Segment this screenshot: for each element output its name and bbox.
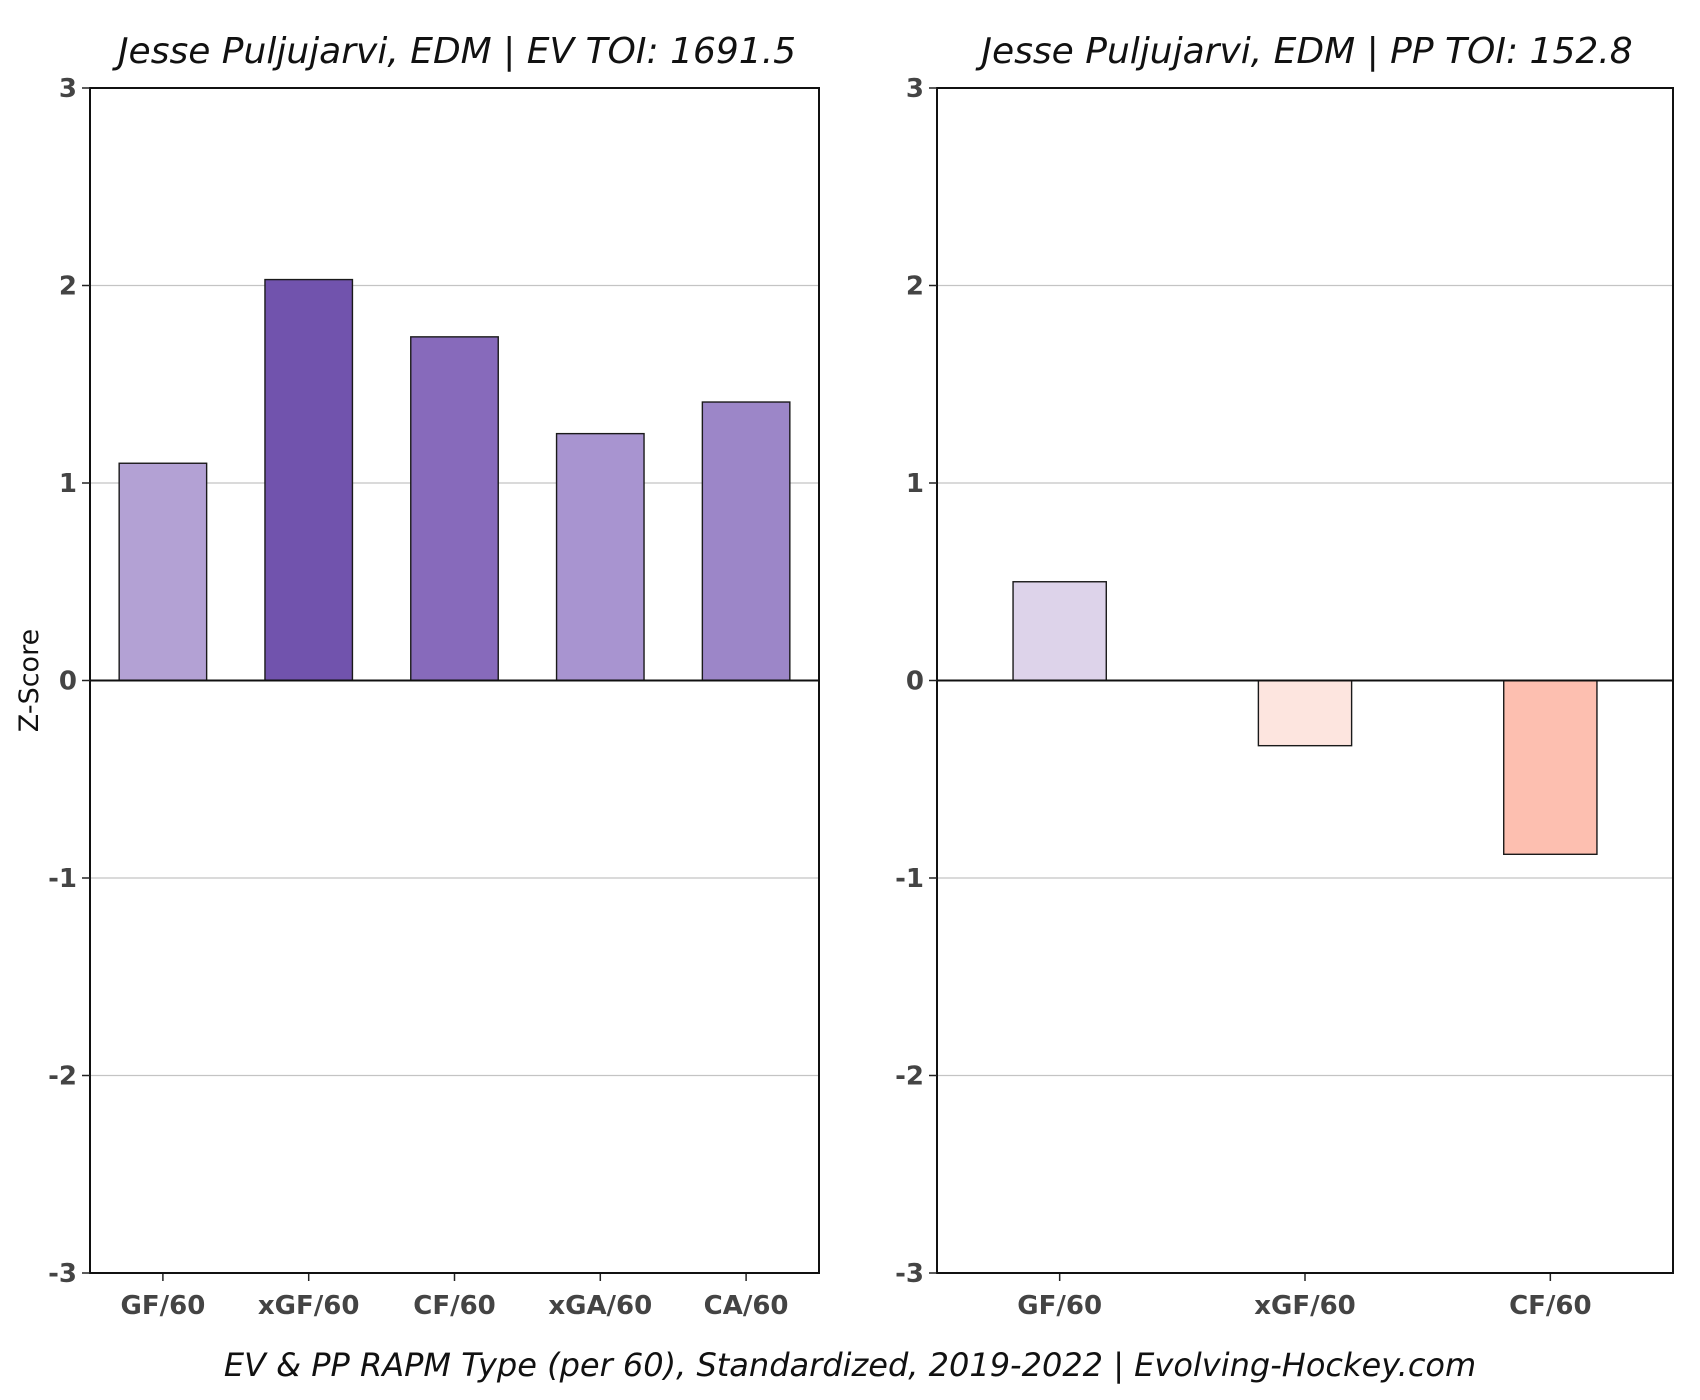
y-tick-label: -1 xyxy=(895,864,924,894)
x-tick-label: GF/60 xyxy=(1017,1291,1102,1321)
bar-ca-60 xyxy=(701,401,791,682)
bar-cf-60 xyxy=(1503,679,1598,856)
y-tick-label: 3 xyxy=(59,74,77,104)
y-tick-label: 1 xyxy=(906,469,924,499)
y-axis-label: Z-Score xyxy=(14,629,45,732)
bar-cf-60 xyxy=(410,336,499,682)
bar-xgf-60 xyxy=(1257,679,1353,747)
y-tick-label: -2 xyxy=(895,1062,924,1092)
pp-rapm-panel: GF/60 xGF/60 CF/60 3 2 1 0 -1 -2 -3 Jesse Puljujar… xyxy=(895,31,1674,1321)
bar-gf-60 xyxy=(118,462,208,682)
x-tick-label: xGF/60 xyxy=(258,1291,360,1321)
y-tick-label: 2 xyxy=(906,272,924,302)
y-tick-label: -1 xyxy=(48,864,77,894)
bar-xgf-60 xyxy=(264,278,354,682)
y-tick-label: -3 xyxy=(895,1259,924,1289)
y-tick-label: 0 xyxy=(906,667,924,697)
chart-footer: EV & PP RAPM Type (per 60), Standardized… xyxy=(224,1346,1476,1384)
y-tick-label: 1 xyxy=(59,469,77,499)
y-tick-label: -3 xyxy=(48,1259,77,1289)
x-tick-label: xGF/60 xyxy=(1254,1291,1356,1321)
x-tick-label: CF/60 xyxy=(1509,1291,1592,1321)
bar-xga-60 xyxy=(555,432,645,682)
chart-title: Jesse Puljujarvi, EDM | PP TOI: 152.8 xyxy=(975,31,1632,72)
y-tick-label: -2 xyxy=(48,1062,77,1092)
x-tick-label: GF/60 xyxy=(121,1291,206,1321)
y-tick-label: 2 xyxy=(59,272,77,302)
x-tick-label: CA/60 xyxy=(704,1291,789,1321)
bar-gf-60 xyxy=(1012,581,1107,682)
ev-rapm-panel: GF/60 xGF/60 CF/60 xGA/60 CA/60 3 2 1 0 -1 -2 -3 Jes… xyxy=(14,31,820,1321)
y-tick-label: 0 xyxy=(59,667,77,697)
y-tick-label: 3 xyxy=(906,74,924,104)
x-tick-label: xGA/60 xyxy=(548,1291,652,1321)
x-tick-label: CF/60 xyxy=(413,1291,496,1321)
chart-title: Jesse Puljujarvi, EDM | EV TOI: 1691.5 xyxy=(112,31,796,72)
